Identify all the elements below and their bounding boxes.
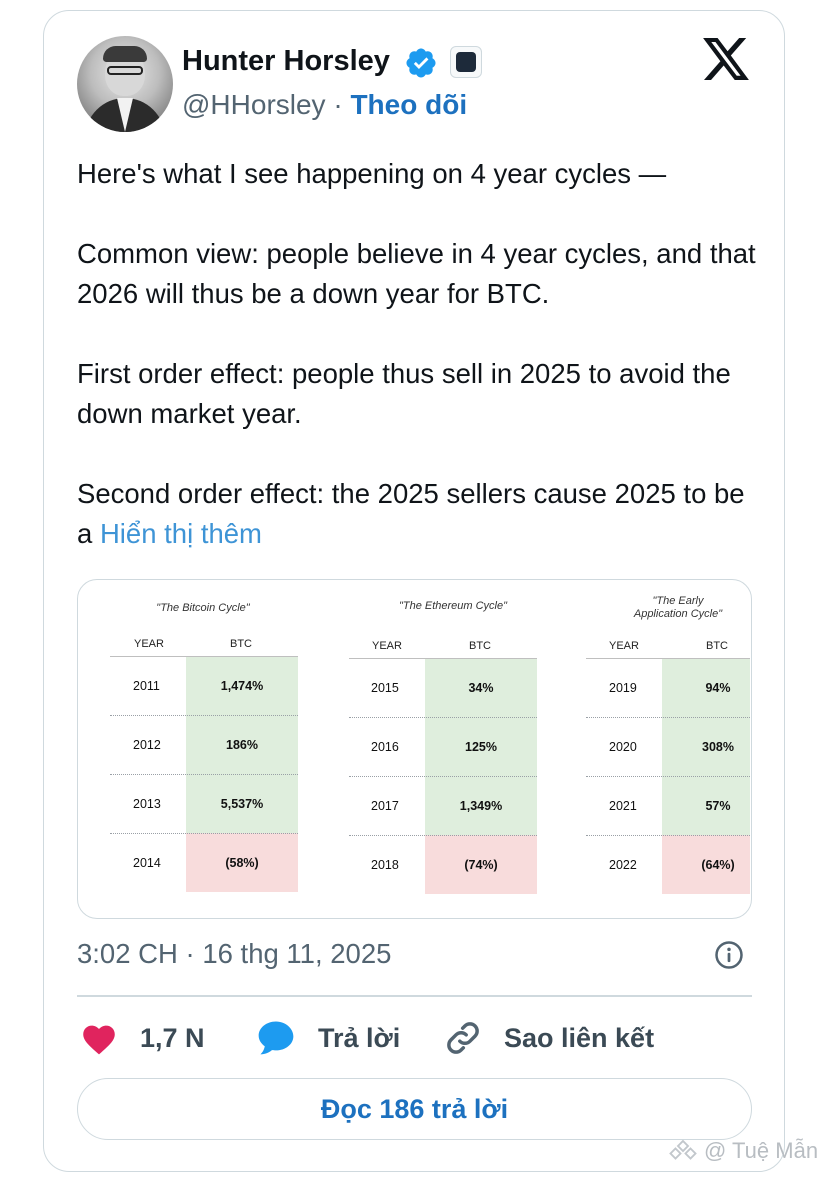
tweet-paragraph-1: Here's what I see happening on 4 year cy… bbox=[77, 158, 667, 189]
like-button[interactable]: 1,7 N bbox=[80, 1016, 205, 1060]
col-header-year: YEAR bbox=[609, 640, 639, 652]
table-cell-value: 1,474% bbox=[220, 679, 264, 693]
watermark-text: @ Tuệ Mẫn bbox=[704, 1138, 819, 1163]
follow-button[interactable]: Theo dõi bbox=[350, 89, 468, 120]
like-count: 1,7 N bbox=[140, 1022, 205, 1053]
table-cell-year: 2013 bbox=[133, 797, 161, 811]
tweet-paragraph-2: Common view: people believe in 4 year cy… bbox=[77, 238, 756, 309]
table-cell-year: 2012 bbox=[133, 738, 161, 752]
avatar[interactable] bbox=[77, 36, 173, 132]
col-header-btc: BTC bbox=[230, 638, 252, 650]
link-icon bbox=[447, 1022, 479, 1054]
table-cell-value: (74%) bbox=[464, 858, 498, 872]
table-cell-year: 2019 bbox=[609, 681, 637, 695]
table-title-line2: Application Cycle" bbox=[633, 608, 723, 620]
table-cell-value: 94% bbox=[705, 681, 731, 695]
tweet-timestamp[interactable]: 3:02 CH · 16 thg 11, 2025 bbox=[77, 938, 392, 969]
show-more-link[interactable]: Hiển thị thêm bbox=[99, 518, 262, 549]
read-replies-button[interactable]: Đọc 186 trả lời bbox=[77, 1078, 752, 1140]
table-cell-year: 2020 bbox=[609, 740, 637, 754]
media-image[interactable]: "The Bitcoin Cycle" YEAR BTC 2011 1,474%… bbox=[77, 579, 752, 919]
watermark-logo-icon bbox=[669, 1139, 697, 1160]
table-cell-value: 34% bbox=[468, 681, 494, 695]
table-cell-year: 2022 bbox=[609, 858, 637, 872]
table-cell-value: (64%) bbox=[701, 858, 735, 872]
heart-icon bbox=[83, 1025, 115, 1055]
table-title-line1: "The Early bbox=[652, 595, 704, 607]
copy-link-label: Sao liên kết bbox=[504, 1022, 655, 1053]
table-cell-year: 2016 bbox=[371, 740, 399, 754]
affiliate-badge-icon[interactable] bbox=[450, 46, 482, 78]
table-cell-value: 125% bbox=[465, 740, 497, 754]
table-title: "The Early Application Cycle" bbox=[618, 595, 738, 621]
table-title: "The Ethereum Cycle" bbox=[398, 600, 508, 612]
reply-bubble-icon bbox=[258, 1021, 294, 1055]
col-header-year: YEAR bbox=[372, 640, 402, 652]
table-cell-value: 57% bbox=[705, 799, 731, 813]
table-cell-value: (58%) bbox=[225, 856, 259, 870]
tweet-text: Here's what I see happening on 4 year cy… bbox=[77, 154, 767, 554]
table-cell-year: 2017 bbox=[371, 799, 399, 813]
copy-link-button[interactable]: Sao liên kết bbox=[444, 1016, 654, 1060]
table-cell-year: 2011 bbox=[133, 679, 160, 693]
divider bbox=[77, 995, 752, 997]
handle-line: @HHorsley · Theo dõi bbox=[182, 88, 467, 122]
col-header-year: YEAR bbox=[134, 638, 164, 650]
table-cell-year: 2021 bbox=[609, 799, 637, 813]
tweet-paragraph-4-text: Second order effect: the 2025 sellers ca… bbox=[77, 478, 745, 549]
table-title: "The Bitcoin Cycle" bbox=[156, 602, 250, 614]
author-handle[interactable]: @HHorsley bbox=[182, 89, 326, 120]
x-logo-icon[interactable] bbox=[703, 38, 749, 80]
table-cell-value: 5,537% bbox=[220, 797, 264, 811]
author-name[interactable]: Hunter Horsley bbox=[182, 45, 390, 77]
watermark: @ Tuệ Mẫn bbox=[668, 1138, 818, 1164]
table-cell-value: 1,349% bbox=[459, 799, 503, 813]
table-cell-year: 2015 bbox=[371, 681, 399, 695]
verified-badge-icon bbox=[406, 48, 436, 78]
table-cell-year: 2014 bbox=[133, 856, 161, 870]
info-icon[interactable] bbox=[714, 940, 744, 970]
reply-label: Trả lời bbox=[318, 1022, 401, 1053]
table-cell-value: 308% bbox=[702, 740, 734, 754]
table-cell-value: 186% bbox=[226, 738, 258, 752]
col-header-btc: BTC bbox=[469, 640, 491, 652]
tweet-paragraph-3: First order effect: people thus sell in … bbox=[77, 358, 731, 429]
col-header-btc: BTC bbox=[706, 640, 728, 652]
separator: · bbox=[333, 89, 343, 120]
tweet-paragraph-4: Second order effect: the 2025 sellers ca… bbox=[77, 474, 767, 554]
table-cell-year: 2018 bbox=[371, 858, 399, 872]
reply-button[interactable]: Trả lời bbox=[256, 1016, 400, 1060]
